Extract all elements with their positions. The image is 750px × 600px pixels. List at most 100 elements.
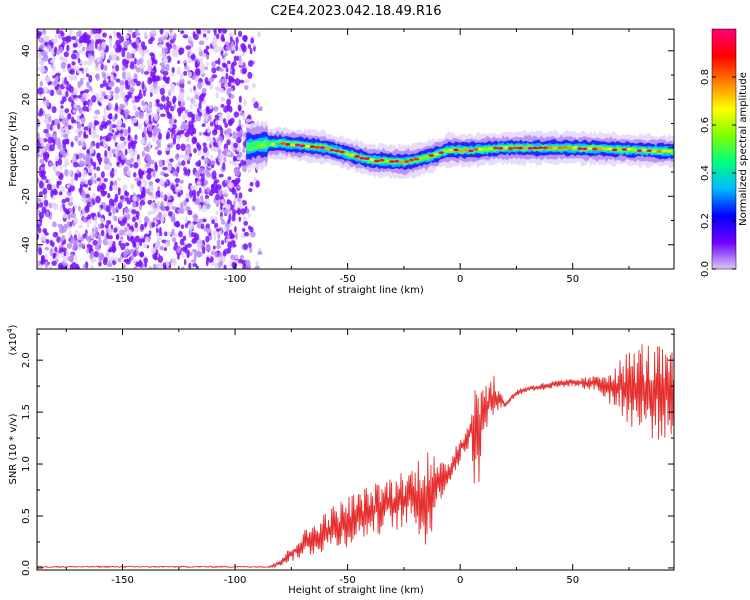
spec-noise-speck (193, 147, 197, 154)
spec-noise-speck (157, 132, 162, 140)
spec-noise-speck (215, 91, 219, 100)
spec-noise-speck (82, 264, 86, 269)
spec-ridge-core (295, 143, 301, 147)
spec-x-tick-label: -50 (339, 274, 355, 285)
spec-noise-speck (61, 36, 68, 42)
spec-ridge-core (503, 146, 509, 149)
spec-noise-speck (224, 41, 230, 46)
spec-noise-speck (183, 70, 188, 76)
spec-noise-speck (195, 197, 201, 205)
spec-noise-speck (198, 111, 203, 117)
spec-noise-speck (167, 88, 173, 93)
spec-noise-speck (109, 90, 114, 95)
spec-noise-speck (130, 151, 136, 159)
spec-noise-speck (214, 250, 218, 258)
spec-noise-speck (240, 208, 246, 215)
spec-noise-speck (230, 204, 235, 211)
spec-ridge-core (300, 144, 306, 148)
spec-ridge-core (359, 156, 365, 160)
spec-noise-speck (152, 65, 157, 74)
spec-noise-speck (197, 144, 202, 151)
spec-noise-speck (79, 67, 84, 72)
spec-ridge-core (458, 149, 464, 153)
spec-noise-speck (235, 78, 241, 86)
spec-noise-speck (109, 126, 113, 132)
spec-noise-speck (166, 100, 172, 108)
spec-noise-speck (247, 60, 254, 67)
spec-noise-speck (190, 130, 196, 135)
spec-noise-speck (230, 62, 235, 70)
spec-ridge-core (354, 155, 360, 158)
spec-noise-speck (227, 219, 231, 225)
spec-noise-speck (57, 122, 61, 130)
colorbar-gradient (711, 28, 737, 270)
spec-noise-speck (184, 124, 189, 131)
spec-noise-speck (77, 57, 81, 64)
spec-noise-speck (171, 48, 175, 56)
spec-noise-speck (226, 151, 232, 156)
spec-noise-speck (135, 261, 140, 268)
spec-noise-speck (72, 206, 75, 214)
spec-noise-speck (222, 29, 228, 34)
spec-noise-speck (179, 179, 184, 184)
spec-noise-speck (223, 264, 227, 269)
spec-noise-speck (147, 123, 153, 132)
spec-noise-speck (154, 59, 158, 65)
spec-noise-speck (62, 133, 69, 139)
spec-noise-speck (79, 35, 85, 43)
spec-noise-speck (143, 215, 149, 223)
spectrogram-y-label: Frequency (Hz) (8, 111, 19, 187)
spectrogram-axes: -150 -100 -50 0 50 -40 -20 0 20 40 (21, 29, 674, 285)
spec-noise-speck (220, 211, 223, 217)
spec-noise-speck (64, 209, 70, 215)
spec-noise-speck (163, 247, 168, 252)
spec-noise-speck (91, 227, 95, 234)
spec-noise-speck (228, 182, 234, 189)
spec-noise-speck (58, 241, 62, 246)
spec-noise-speck (44, 155, 48, 163)
spec-noise-speck (148, 131, 153, 138)
exp-base: (x10 (8, 333, 19, 356)
spec-noise-speck (170, 30, 175, 38)
spec-noise-speck (188, 147, 192, 154)
spec-noise-speck (157, 43, 164, 48)
spec-noise-speck (72, 94, 78, 99)
spec-noise-speck (202, 185, 207, 190)
spec-noise-speck (38, 247, 43, 256)
spec-noise-speck (217, 261, 222, 269)
spec-noise-speck (119, 129, 124, 134)
spec-noise-speck (52, 38, 58, 44)
spec-noise-speck (177, 95, 182, 102)
spec-noise-speck (148, 101, 153, 109)
spec-noise-speck (157, 37, 164, 44)
spec-noise-speck (216, 239, 221, 247)
spec-ridge-core (304, 144, 311, 148)
spec-noise-speck (218, 29, 222, 34)
spec-noise-speck (91, 161, 97, 167)
spec-ridge-core (319, 146, 326, 149)
spec-noise-speck (255, 260, 259, 267)
snr-y-tick-label: 0.5 (21, 508, 32, 524)
spec-noise-speck (251, 96, 256, 104)
spec-noise-speck (243, 79, 250, 84)
spec-noise-speck (190, 54, 196, 60)
spec-noise-speck (78, 130, 83, 135)
spec-noise-speck (239, 112, 245, 116)
spec-noise-speck (61, 139, 68, 145)
spec-noise-speck (117, 257, 122, 263)
spec-noise-speck (186, 96, 190, 101)
spec-noise-speck (170, 72, 175, 77)
spec-noise-speck (204, 156, 210, 165)
spec-noise-speck (43, 128, 49, 134)
spec-noise-speck (256, 31, 261, 38)
spec-noise-speck (48, 178, 52, 185)
spec-noise-speck (99, 124, 104, 131)
spec-noise-speck (249, 226, 254, 233)
spec-noise-speck (224, 147, 229, 152)
spec-noise-speck (37, 132, 40, 140)
spec-noise-speck (192, 248, 197, 253)
spec-noise-speck (82, 46, 86, 52)
spec-noise-speck (206, 61, 210, 67)
spec-noise-speck (137, 123, 143, 130)
spec-noise-speck (37, 52, 42, 60)
